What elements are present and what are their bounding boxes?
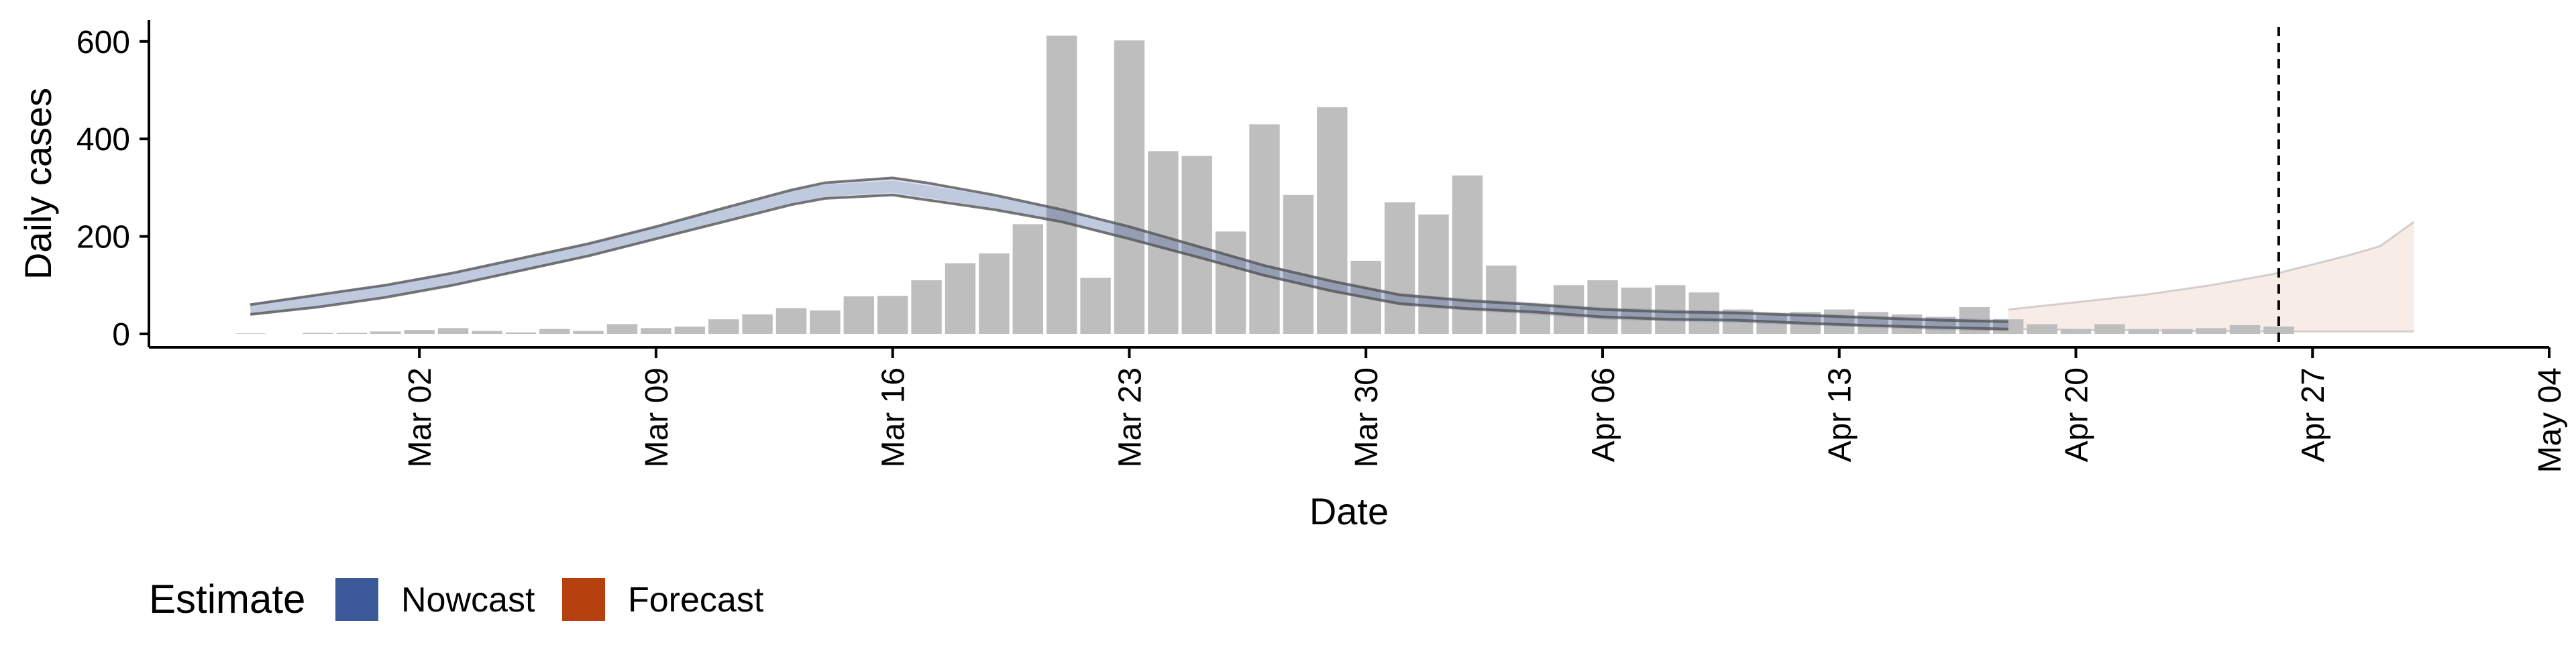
bar: [1655, 285, 1686, 334]
y-tick-label: 0: [112, 317, 130, 353]
y-tick-label: 400: [76, 122, 130, 158]
bar: [2128, 329, 2159, 334]
y-axis-title: Daily cases: [17, 88, 59, 280]
legend-swatch: [335, 578, 378, 621]
bar: [1587, 280, 1618, 334]
x-tick-label: May 04: [2532, 367, 2568, 473]
bar: [742, 314, 773, 334]
bar: [1553, 285, 1585, 334]
bar: [2094, 324, 2125, 334]
legend: Estimate Nowcast Forecast: [149, 577, 764, 622]
axes-layer: 0 200 400 600 Mar 02 Mar 09 Mar 16 Mar 23 Mar 30…: [17, 20, 2568, 532]
bar: [2060, 329, 2092, 334]
bar: [877, 296, 908, 334]
bar: [1114, 40, 1145, 335]
forecast-layer: [2008, 221, 2415, 333]
bar: [1080, 278, 1111, 334]
bar: [2229, 325, 2261, 334]
bar: [235, 333, 266, 334]
x-tick-label: Apr 20: [2059, 367, 2095, 462]
bar: [2196, 328, 2226, 334]
x-tick-label: Apr 13: [1823, 367, 1858, 462]
bar: [505, 332, 537, 334]
forecast-band: [2008, 221, 2414, 332]
bar: [1148, 151, 1179, 334]
bar: [1486, 266, 1517, 334]
forecast-upper-line: [2008, 221, 2415, 311]
bar: [1012, 224, 1043, 334]
nowcast-upper-line: [250, 176, 2008, 323]
bar: [606, 324, 638, 334]
bar: [1249, 124, 1280, 334]
bar: [404, 330, 435, 334]
bar: [708, 319, 739, 334]
bar: [1418, 214, 1449, 334]
bar: [674, 327, 705, 334]
bar: [539, 329, 570, 334]
x-axis-title: Date: [1309, 490, 1389, 532]
bar: [2263, 327, 2294, 334]
bar: [1384, 202, 1415, 334]
bar: [775, 308, 807, 334]
x-tick-label: Mar 16: [876, 367, 912, 467]
bar: [843, 296, 874, 334]
bar: [1317, 107, 1348, 334]
bar: [945, 263, 976, 334]
x-tick-label: Mar 02: [402, 367, 438, 467]
y-tick-label: 600: [76, 25, 130, 60]
legend-swatch: [562, 578, 605, 621]
x-tick-label: Mar 23: [1112, 367, 1148, 467]
legend-title: Estimate: [149, 577, 305, 622]
bar: [2027, 324, 2057, 334]
bar: [1756, 314, 1787, 334]
bar: [1824, 309, 1855, 334]
bar: [573, 331, 604, 334]
bar: [303, 333, 333, 334]
bar: [1993, 319, 2024, 334]
legend-label: Forecast: [628, 581, 764, 620]
bar: [979, 253, 1010, 334]
x-tick-label: Mar 30: [1349, 367, 1385, 467]
nowcast-inner-band: [250, 180, 2008, 331]
bar: [641, 328, 672, 334]
bar: [472, 331, 502, 334]
bar: [336, 333, 368, 334]
legend-label: Nowcast: [401, 581, 535, 620]
nowcast-lower-line: [250, 193, 2008, 331]
bar: [911, 280, 942, 334]
x-tick-label: Apr 06: [1586, 367, 1621, 462]
bar: [1046, 36, 1077, 334]
bar: [2162, 329, 2193, 334]
bars-layer: [235, 36, 2294, 335]
bar: [1858, 312, 1888, 334]
bar: [437, 328, 469, 334]
y-tick-label: 200: [76, 220, 130, 255]
bar: [1215, 231, 1246, 334]
bar: [810, 310, 841, 334]
x-tick-label: Mar 09: [639, 367, 675, 467]
bar: [370, 331, 401, 334]
x-tick-label: Apr 27: [2296, 367, 2331, 462]
bar: [1283, 194, 1314, 334]
nowcast-layer: [250, 176, 2008, 331]
